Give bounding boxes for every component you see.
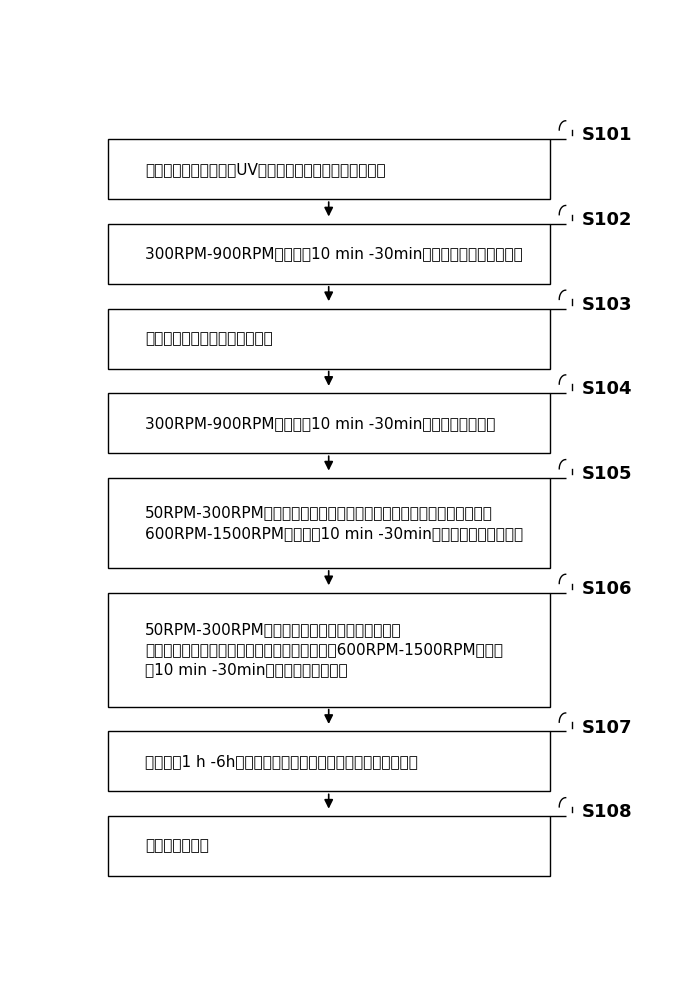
Bar — [108, 393, 549, 453]
Bar — [108, 224, 549, 284]
Bar — [108, 478, 549, 568]
Bar — [108, 139, 549, 199]
Text: 300RPM-900RPM中速搅拌10 min -30min，至完全分散均匀: 300RPM-900RPM中速搅拌10 min -30min，至完全分散均匀 — [145, 416, 495, 431]
Text: S104: S104 — [582, 380, 632, 398]
Text: S105: S105 — [582, 465, 632, 483]
Text: S107: S107 — [582, 719, 632, 737]
Bar — [108, 731, 549, 791]
Text: S101: S101 — [582, 126, 632, 144]
Text: S106: S106 — [582, 580, 632, 598]
Text: S108: S108 — [582, 803, 632, 821]
Text: S103: S103 — [582, 296, 632, 314]
Text: 分装进合适容器: 分装进合适容器 — [145, 839, 209, 854]
Bar — [108, 309, 549, 369]
Text: S102: S102 — [582, 211, 632, 229]
Bar — [108, 593, 549, 707]
Bar — [108, 816, 549, 876]
Text: 50RPM-300RPM低速搅拌下，缓慢加入导热填料，待其完全没入溶液后，
600RPM-1500RPM高速搅拌10 min -30min，至导热填料分散均匀: 50RPM-300RPM低速搅拌下，缓慢加入导热填料，待其完全没入溶液后， 60… — [145, 505, 523, 541]
Text: 50RPM-300RPM低速搅拌下，缓慢加入改性石墨烯
（或改性氧化石墨烯），待其完全没入溶液后，600RPM-1500RPM高速搅
拌10 min -30mi: 50RPM-300RPM低速搅拌下，缓慢加入改性石墨烯 （或改性氧化石墨烯），待… — [145, 622, 503, 678]
Text: 超声分散1 h -6h，至石墨烯完全分散均匀，粒径符合生产要求: 超声分散1 h -6h，至石墨烯完全分散均匀，粒径符合生产要求 — [145, 754, 418, 769]
Text: 依次加入光引发剂、及其他助剂: 依次加入光引发剂、及其他助剂 — [145, 331, 273, 346]
Text: 300RPM-900RPM中速搅拌10 min -30min，至树脂及单体完全溶解: 300RPM-900RPM中速搅拌10 min -30min，至树脂及单体完全溶… — [145, 246, 523, 261]
Text: 清洁搅拌桶，依次加入UV辐射固化树脂及单体、混合溶剂: 清洁搅拌桶，依次加入UV辐射固化树脂及单体、混合溶剂 — [145, 162, 386, 177]
